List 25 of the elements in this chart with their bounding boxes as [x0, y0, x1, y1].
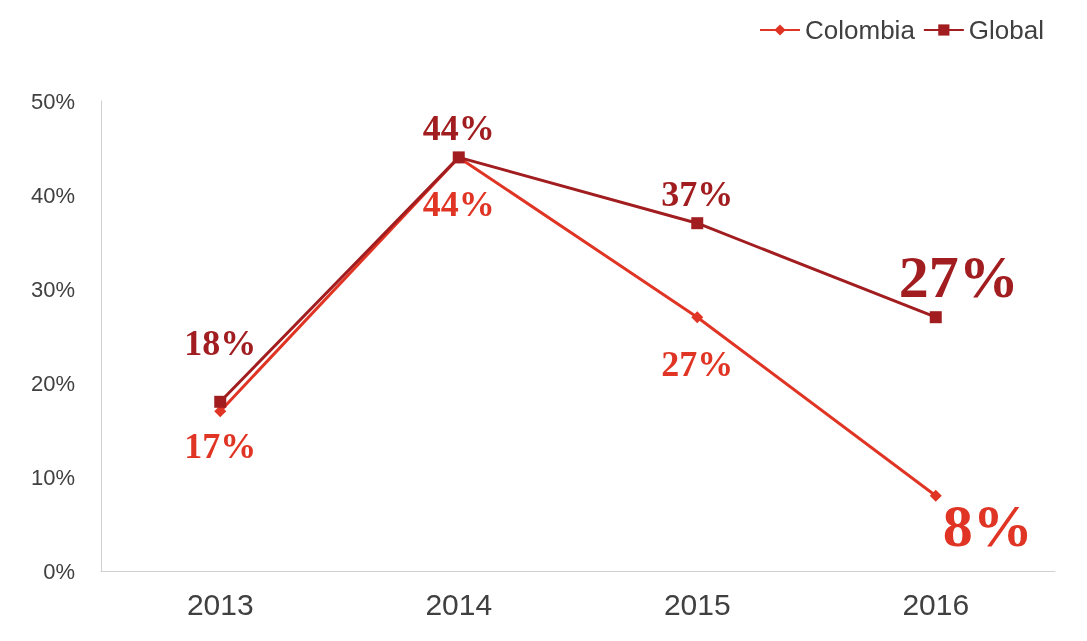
y-tick-label: 20%: [30, 370, 75, 396]
x-tick-label: 2016: [902, 587, 970, 621]
point: [929, 311, 942, 324]
data-label: 44%: [422, 184, 495, 225]
point: [929, 489, 942, 502]
x-tick-label: 2013: [186, 587, 254, 621]
data-label: 27%: [898, 244, 1019, 311]
y-tick-label: 40%: [30, 182, 75, 208]
legend-label: Global: [968, 15, 1044, 45]
y-tick-label: 30%: [30, 276, 75, 302]
y-tick-label: 0%: [43, 558, 75, 584]
data-label: 17%: [184, 426, 257, 467]
y-tick-label: 50%: [30, 88, 75, 114]
data-label: 8%: [942, 492, 1033, 559]
data-label: 37%: [661, 174, 734, 215]
data-label: 27%: [661, 344, 734, 385]
point: [691, 311, 704, 324]
y-tick-label: 10%: [30, 464, 75, 490]
point: [691, 217, 704, 230]
point: [214, 395, 227, 408]
legend-label: Colombia: [805, 15, 916, 45]
x-tick-label: 2015: [663, 587, 731, 621]
data-label: 44%: [422, 108, 495, 149]
x-tick-label: 2014: [425, 587, 493, 621]
data-label: 18%: [184, 322, 257, 363]
